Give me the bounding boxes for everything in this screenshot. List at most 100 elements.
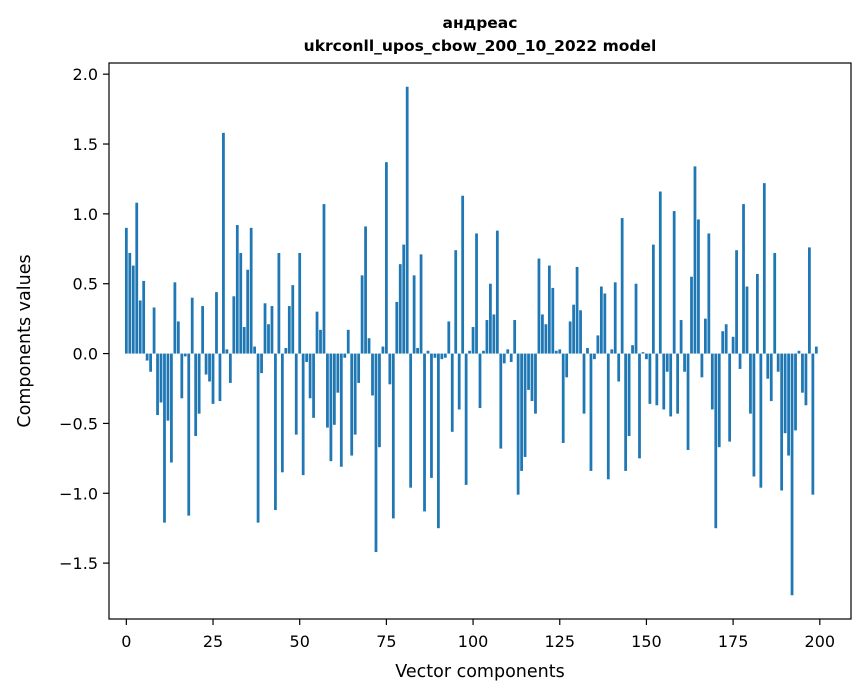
chart-title-line1: андреас [443, 14, 518, 32]
bar [766, 354, 769, 379]
bar [659, 192, 662, 354]
bar [153, 307, 156, 353]
x-tick-label: 75 [376, 632, 396, 651]
bar [642, 352, 645, 353]
bar [617, 354, 620, 382]
bar [139, 300, 142, 353]
bar [180, 354, 183, 399]
bar [364, 226, 367, 353]
bar [333, 354, 336, 425]
bar [569, 321, 572, 353]
bar [652, 245, 655, 354]
bar [506, 349, 509, 353]
bar [666, 354, 669, 372]
bar [167, 354, 170, 421]
bar [742, 204, 745, 353]
bar [645, 354, 648, 360]
bar [430, 354, 433, 478]
bar [278, 253, 281, 354]
bar [274, 354, 277, 510]
bar [146, 354, 149, 361]
bar [801, 354, 804, 393]
y-tick-label: 1.0 [73, 205, 98, 224]
bar [163, 354, 166, 523]
bar [739, 354, 742, 369]
y-tick-label: −1.0 [59, 484, 98, 503]
bar [673, 211, 676, 353]
bar [402, 245, 405, 354]
bar [815, 347, 818, 354]
bar [805, 354, 808, 406]
bar [499, 354, 502, 449]
bar [707, 233, 710, 353]
bar [711, 354, 714, 410]
bar [343, 354, 346, 358]
bar [735, 250, 738, 353]
bar [527, 354, 530, 390]
bar [409, 354, 412, 488]
bar [655, 354, 658, 406]
x-axis-ticks: 0 25 50 75 100 125 150 175 200 [121, 619, 835, 651]
bar [357, 354, 360, 383]
bar [413, 275, 416, 353]
bar [628, 354, 631, 436]
bar [555, 351, 558, 354]
bar [583, 354, 586, 414]
bar [284, 348, 287, 354]
y-axis-ticks: −1.5 −1.0 −0.5 0.0 0.5 1.0 1.5 2.0 [59, 65, 109, 573]
bar [791, 354, 794, 596]
bar [132, 266, 135, 354]
bar [794, 354, 797, 431]
bar [125, 228, 128, 354]
bar [607, 354, 610, 480]
bar [319, 330, 322, 354]
bar [694, 166, 697, 353]
bar [437, 354, 440, 529]
bar [756, 274, 759, 354]
bar [732, 337, 735, 354]
bar [624, 354, 627, 471]
bar [201, 306, 204, 353]
x-axis-label: Vector components [395, 662, 564, 682]
bar [340, 354, 343, 467]
plot-frame [109, 63, 851, 619]
bar [253, 347, 256, 354]
bar [489, 284, 492, 354]
bar [780, 354, 783, 491]
chart-title-line2: ukrconll_upos_cbow_200_10_2022 model [304, 37, 657, 55]
bar [260, 354, 263, 374]
bar [649, 354, 652, 404]
bar [423, 354, 426, 512]
bar [721, 331, 724, 353]
x-tick-label: 150 [631, 632, 662, 651]
bar [690, 277, 693, 354]
bar [635, 284, 638, 354]
bar [579, 310, 582, 353]
bar [496, 231, 499, 354]
bar [336, 354, 339, 393]
bar [330, 354, 333, 462]
bar [631, 345, 634, 353]
bar [586, 348, 589, 354]
bar [600, 287, 603, 354]
bar [669, 354, 672, 417]
bar [749, 354, 752, 414]
bar [187, 354, 190, 516]
bar [361, 275, 364, 353]
bar [212, 354, 215, 404]
bar [406, 87, 409, 354]
bar [298, 253, 301, 354]
y-tick-label: −1.5 [59, 554, 98, 573]
bars-group [125, 87, 818, 596]
bar [375, 354, 378, 552]
bar [226, 349, 229, 353]
bar [662, 354, 665, 410]
bar [811, 354, 814, 495]
bar [753, 354, 756, 477]
bar [222, 133, 225, 354]
bar [621, 218, 624, 354]
bar [170, 354, 173, 463]
bar [503, 354, 506, 364]
bar [291, 285, 294, 353]
bar [482, 351, 485, 354]
